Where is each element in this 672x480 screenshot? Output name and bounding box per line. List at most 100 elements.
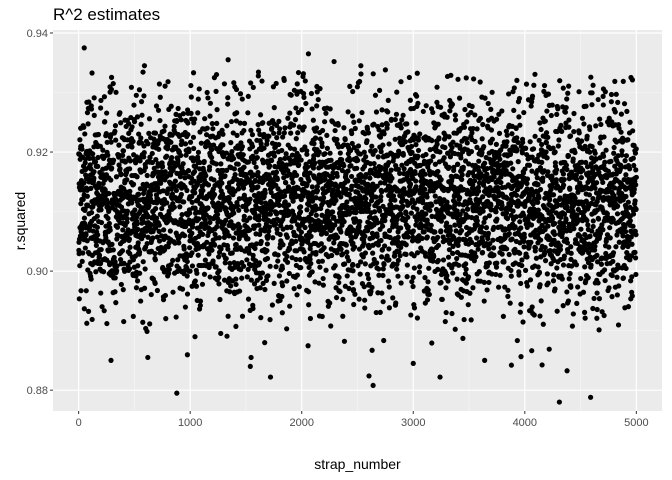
data-point (218, 330, 224, 337)
data-point (368, 288, 374, 295)
data-point (353, 209, 359, 216)
data-point (594, 306, 600, 313)
data-point (198, 171, 204, 178)
data-point (593, 156, 599, 162)
data-point (562, 109, 569, 115)
data-point (317, 86, 323, 92)
data-point (101, 94, 108, 100)
data-point (519, 262, 525, 269)
data-point (513, 214, 519, 220)
data-point (256, 222, 262, 228)
data-point (409, 279, 415, 285)
data-point (228, 283, 234, 289)
data-point (481, 298, 487, 304)
data-point (378, 194, 384, 200)
data-point (79, 146, 85, 152)
data-point (138, 99, 145, 105)
data-point (237, 120, 243, 126)
data-point (299, 107, 305, 113)
data-point (426, 291, 432, 298)
data-point (600, 227, 606, 233)
data-point (225, 101, 231, 107)
data-point (216, 281, 222, 287)
data-point (264, 137, 270, 144)
data-point (161, 128, 167, 134)
data-point (447, 108, 453, 114)
data-point (287, 145, 294, 151)
data-point (133, 285, 140, 291)
data-point (575, 189, 581, 195)
data-point (201, 158, 207, 165)
data-point (545, 91, 552, 97)
data-point (546, 346, 552, 352)
data-point (386, 141, 392, 147)
data-point (414, 250, 421, 256)
data-point (322, 151, 328, 157)
data-point (156, 228, 162, 235)
data-point (598, 121, 604, 128)
data-point (426, 265, 432, 271)
data-point (438, 104, 444, 110)
data-point (535, 199, 541, 205)
data-point (160, 188, 166, 194)
data-point (412, 188, 418, 194)
data-point (225, 95, 231, 101)
data-point (554, 203, 560, 209)
data-point (472, 138, 478, 145)
data-point (615, 203, 621, 209)
data-point (438, 176, 444, 183)
data-point (447, 154, 454, 160)
data-point (264, 247, 270, 254)
data-point (179, 212, 185, 218)
data-point (344, 204, 351, 210)
data-point (434, 84, 440, 90)
data-point (172, 240, 178, 246)
data-point (211, 177, 217, 183)
data-point (106, 220, 112, 227)
data-point (290, 198, 296, 204)
data-point (180, 161, 186, 167)
data-point (181, 233, 188, 239)
data-point (107, 227, 113, 233)
data-point (216, 274, 222, 281)
data-point (124, 208, 130, 214)
data-point (614, 292, 620, 298)
data-point (260, 120, 266, 126)
data-point (365, 275, 372, 282)
data-point (77, 263, 83, 269)
data-point (313, 125, 320, 131)
data-point (422, 186, 428, 192)
data-point (253, 164, 259, 170)
data-point (538, 126, 544, 133)
data-point (595, 280, 601, 286)
data-point (288, 224, 294, 230)
data-point (535, 264, 541, 270)
data-point (245, 110, 251, 116)
data-point (540, 321, 546, 327)
data-point (231, 210, 237, 216)
data-point (110, 157, 117, 163)
data-point (160, 297, 167, 303)
data-point (507, 202, 514, 209)
data-point (185, 120, 191, 126)
data-point (179, 138, 185, 144)
data-point (260, 160, 266, 166)
data-point (99, 304, 105, 310)
data-point (233, 86, 240, 93)
data-point (376, 272, 382, 278)
data-point (284, 253, 290, 260)
data-point (283, 151, 289, 157)
data-point (341, 219, 347, 225)
data-point (539, 159, 545, 165)
data-point (226, 195, 232, 202)
data-point (423, 103, 429, 109)
data-point (360, 254, 366, 260)
data-point (608, 158, 614, 164)
data-point (180, 111, 186, 117)
data-point (271, 130, 277, 136)
data-point (385, 109, 391, 115)
data-point (164, 200, 170, 206)
data-point (627, 166, 633, 172)
data-point (454, 208, 460, 214)
data-point (81, 215, 88, 221)
